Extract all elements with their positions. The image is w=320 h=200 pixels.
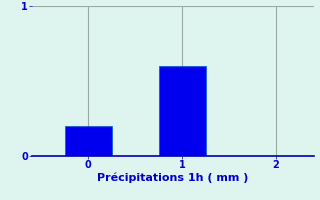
Bar xyxy=(65,126,112,156)
X-axis label: Précipitations 1h ( mm ): Précipitations 1h ( mm ) xyxy=(97,173,249,183)
Bar xyxy=(159,66,206,156)
